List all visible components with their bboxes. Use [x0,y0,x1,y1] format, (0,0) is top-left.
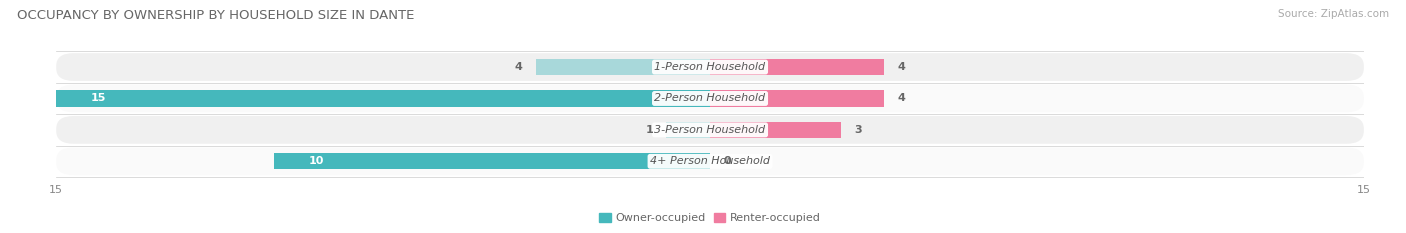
Text: 0: 0 [723,156,731,166]
Bar [536,59,710,75]
Bar [710,59,884,75]
Text: 2-Person Household: 2-Person Household [654,93,766,103]
FancyBboxPatch shape [56,116,1364,144]
FancyBboxPatch shape [56,53,1364,81]
FancyBboxPatch shape [56,147,1364,175]
Text: Source: ZipAtlas.com: Source: ZipAtlas.com [1278,9,1389,19]
Legend: Owner-occupied, Renter-occupied: Owner-occupied, Renter-occupied [595,208,825,228]
Text: OCCUPANCY BY OWNERSHIP BY HOUSEHOLD SIZE IN DANTE: OCCUPANCY BY OWNERSHIP BY HOUSEHOLD SIZE… [17,9,415,22]
Text: 4+ Person Household: 4+ Person Household [650,156,770,166]
Text: 15: 15 [91,93,107,103]
Text: 3: 3 [853,125,862,135]
Text: 4: 4 [897,93,905,103]
FancyBboxPatch shape [56,85,1364,112]
Text: 4: 4 [897,62,905,72]
Text: 10: 10 [309,156,325,166]
Bar [666,122,710,138]
Text: 3-Person Household: 3-Person Household [654,125,766,135]
Bar [56,90,710,107]
Bar [274,153,710,169]
Text: 4: 4 [515,62,523,72]
Bar [710,90,884,107]
Text: 1: 1 [645,125,654,135]
Text: 1-Person Household: 1-Person Household [654,62,766,72]
Bar [710,122,841,138]
